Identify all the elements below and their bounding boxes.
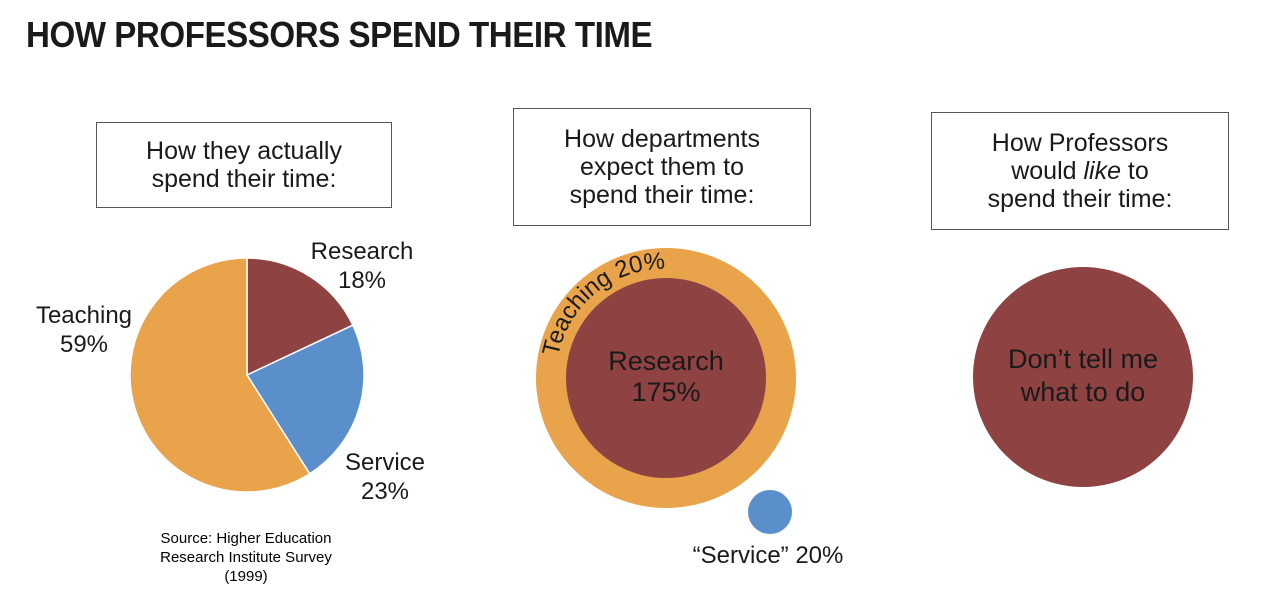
panel-3-caption-post: to <box>1120 157 1149 185</box>
service-circle <box>748 490 792 534</box>
panel-3-caption-line-2: would like to <box>988 157 1173 185</box>
pie-label-research-name: Research <box>311 238 414 265</box>
panel-3-caption-pre: would <box>1011 157 1084 185</box>
panel-1-caption: How they actually spend their time: <box>96 122 392 208</box>
pie-slice-research <box>246 257 354 377</box>
research-label-value: 175% <box>631 377 700 407</box>
panel-2-caption-line-3: spend their time: <box>569 181 755 209</box>
page-title: HOW PROFESSORS SPEND THEIR TIME <box>26 14 653 55</box>
research-label-name: Research <box>608 346 724 376</box>
source-note-line-1: Source: Higher Education <box>161 530 332 547</box>
pie-label-teaching-name: Teaching <box>36 302 132 329</box>
panel-2-caption-line-1: How departments <box>564 125 760 153</box>
panel-3-caption: How Professors would like to spend their… <box>931 112 1229 230</box>
dont-tell-me-circle <box>973 267 1193 487</box>
pie-label-service-value: 23% <box>361 478 409 505</box>
panel-2-caption: How departments expect them to spend the… <box>513 108 811 226</box>
panel-2-caption-line-2: expect them to <box>580 153 744 181</box>
source-note-line-3: (1999) <box>224 568 267 585</box>
research-circle <box>566 278 766 478</box>
source-note-line-2: Research Institute Survey <box>160 549 332 566</box>
dont-tell-me-line-2: what to do <box>1020 377 1146 407</box>
panel-3-caption-line-1: How Professors <box>991 129 1169 157</box>
panel-3-caption-line-3: spend their time: <box>987 185 1173 213</box>
pie-label-research-value: 18% <box>338 267 386 294</box>
pie-slice-service <box>245 324 365 475</box>
service-label: “Service” 20% <box>693 542 844 569</box>
dont-tell-me-line-1: Don’t tell me <box>1008 344 1158 374</box>
panel-3-caption-emphasis: like <box>1083 157 1121 185</box>
pie-chart <box>129 257 365 493</box>
panel-1-caption-line-2: spend their time: <box>151 165 337 193</box>
panel-1-caption-line-1: How they actually <box>146 137 342 165</box>
pie-label-service-name: Service <box>345 449 425 476</box>
pie-label-teaching-value: 59% <box>60 331 108 358</box>
pie-slice-teaching <box>129 257 311 493</box>
